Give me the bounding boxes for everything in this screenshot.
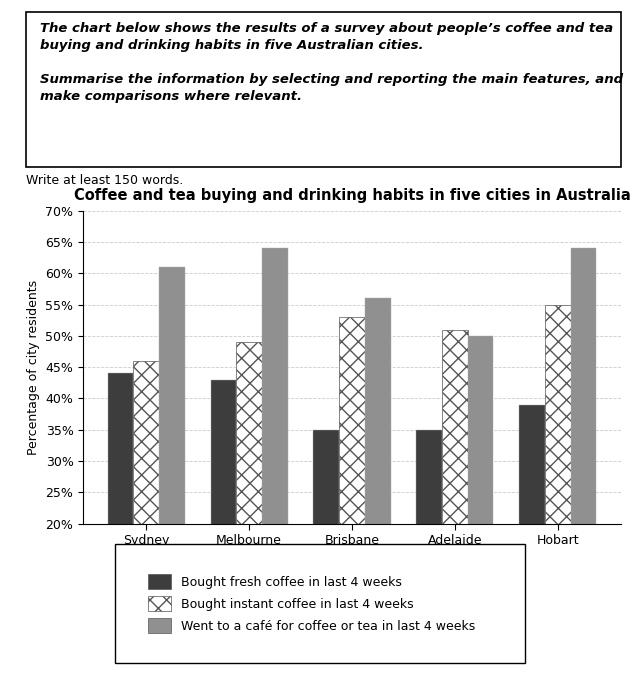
- Bar: [571, 248, 596, 649]
- Bar: [416, 430, 442, 649]
- Bar: [339, 317, 365, 649]
- Title: Coffee and tea buying and drinking habits in five cities in Australia: Coffee and tea buying and drinking habit…: [74, 188, 630, 203]
- Bar: [133, 361, 159, 649]
- Bar: [211, 379, 236, 649]
- Bar: [442, 330, 468, 649]
- Bar: [519, 405, 545, 649]
- Legend: Bought fresh coffee in last 4 weeks, Bought instant coffee in last 4 weeks, Went: Bought fresh coffee in last 4 weeks, Bou…: [142, 568, 481, 639]
- Bar: [108, 373, 133, 649]
- Text: Write at least 150 words.: Write at least 150 words.: [26, 174, 183, 188]
- Bar: [236, 342, 262, 649]
- Bar: [468, 336, 493, 649]
- Bar: [262, 248, 288, 649]
- Text: The chart below shows the results of a survey about people’s coffee and tea
buyi: The chart below shows the results of a s…: [40, 22, 623, 103]
- Bar: [365, 299, 390, 649]
- Y-axis label: Percentage of city residents: Percentage of city residents: [27, 279, 40, 455]
- Bar: [314, 430, 339, 649]
- Bar: [545, 305, 571, 649]
- Bar: [159, 267, 185, 649]
